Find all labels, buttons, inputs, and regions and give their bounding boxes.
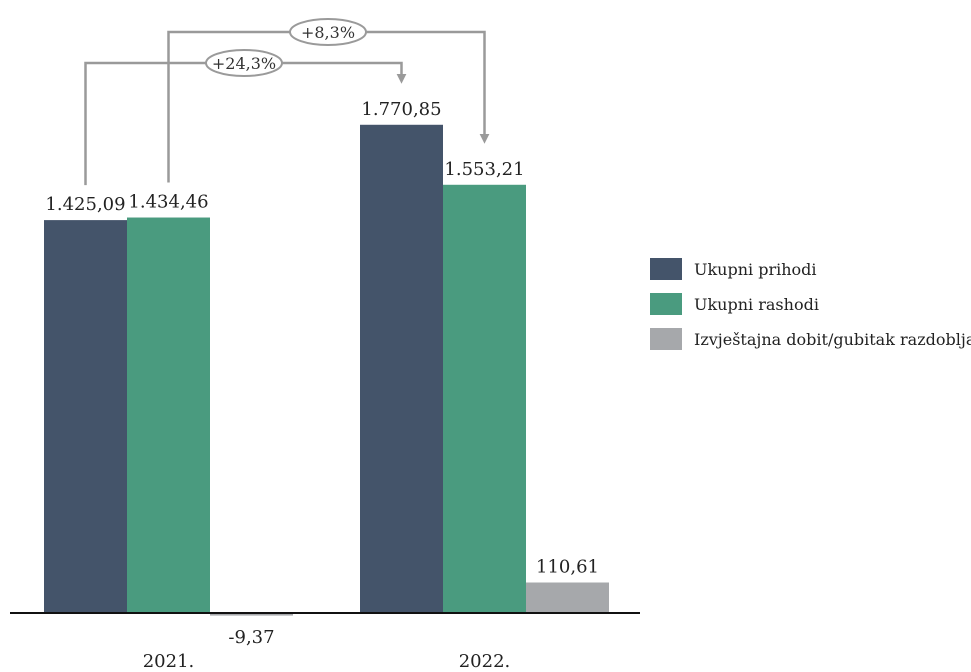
legend-swatch <box>650 258 682 280</box>
bar-2-1 <box>526 582 609 613</box>
growth-label: +8,3% <box>301 23 355 42</box>
category-label: 2022. <box>459 651 511 672</box>
growth-badge <box>289 18 367 46</box>
bar-1-0 <box>127 217 210 613</box>
data-label: 1.770,85 <box>361 99 441 120</box>
growth-label: +24,3% <box>212 54 276 73</box>
legend-item-izvjestajna-dobit: Izvještajna dobit/gubitak razdoblja <box>650 328 971 350</box>
data-label: -9,37 <box>228 627 274 648</box>
data-label: 1.553,21 <box>444 159 524 180</box>
legend-item-ukupni-rashodi: Ukupni rashodi <box>650 293 971 315</box>
bar-1-1 <box>443 184 526 613</box>
data-label: 1.434,46 <box>128 192 208 213</box>
legend-swatch <box>650 293 682 315</box>
legend-swatch <box>650 328 682 350</box>
bar-2-0 <box>210 613 293 616</box>
legend-label: Ukupni rashodi <box>694 294 819 314</box>
bar-0-0 <box>44 220 127 613</box>
category-label: 2021. <box>143 651 195 672</box>
data-label: 1.425,09 <box>45 194 125 215</box>
growth-badge <box>205 49 283 77</box>
legend-label: Izvještajna dobit/gubitak razdoblja <box>694 329 971 349</box>
data-label: 110,61 <box>536 557 599 578</box>
growth-arrow <box>84 61 407 186</box>
bar-0-1 <box>360 124 443 613</box>
legend-label: Ukupni prihodi <box>694 259 817 279</box>
chart-legend: Ukupni prihodi Ukupni rashodi Izvještajn… <box>650 258 971 363</box>
legend-item-ukupni-prihodi: Ukupni prihodi <box>650 258 971 280</box>
